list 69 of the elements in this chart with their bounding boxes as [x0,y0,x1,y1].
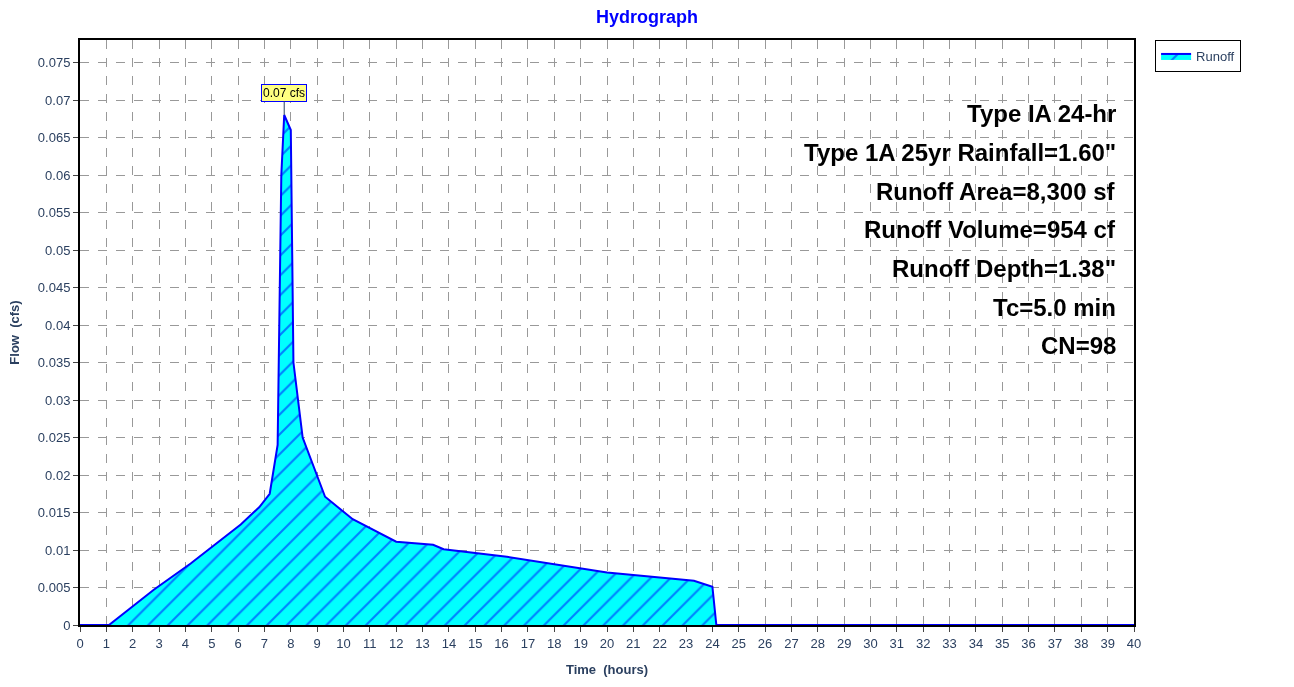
annotation: 0.07 cfs [263,86,306,100]
y-tick-label: 0.075 [37,55,71,71]
x-tick-label: 15 [468,635,483,651]
annotation: Runoff Depth=1.38" [892,255,1117,282]
x-tick-label: 39 [1100,635,1115,651]
y-tick-label: 0.02 [45,467,71,483]
y-tick-label: 0 [63,617,71,633]
x-tick-label: 33 [942,635,957,651]
y-tick-label: 0.065 [37,130,71,146]
chart-title: Hydrograph [595,6,699,27]
y-tick-label: 0.005 [37,580,71,596]
x-tick-label: 16 [494,635,509,651]
x-tick-label: 38 [1074,635,1089,651]
x-tick-label: 26 [757,635,773,651]
y-tick-label: 0.045 [37,280,71,296]
x-tick-label: 36 [1021,635,1036,651]
x-tick-label: 6 [234,635,242,651]
x-tick-label: 14 [441,635,457,651]
x-tick-label: 9 [313,635,321,651]
x-tick-label: 30 [863,635,878,651]
x-tick-label: 21 [626,635,641,651]
annotation: Type 1A 25yr Rainfall=1.60" [804,139,1117,166]
annotation: CN=98 [1041,332,1117,359]
x-tick-label: 24 [705,635,720,651]
x-tick-label: 37 [1047,635,1063,651]
x-tick-label: 18 [547,635,562,651]
y-tick-label: 0.025 [37,430,71,446]
x-tick-label: 23 [678,635,694,651]
x-tick-label: 3 [155,635,163,651]
x-tick-label: 34 [968,635,984,651]
x-tick-label: 5 [208,635,216,651]
x-tick-label: 17 [520,635,536,651]
y-tick-label: 0.01 [45,542,71,558]
x-tick-label: 1 [102,635,110,651]
x-tick-label: 22 [652,635,667,651]
y-tick-label: 0.06 [45,167,71,183]
x-tick-label: 10 [336,635,351,651]
legend-label: Runoff [1196,49,1235,65]
x-tick-label: 13 [415,635,430,651]
x-tick-label: 31 [889,635,905,651]
x-axis-title: Time (hours) [565,661,649,677]
x-tick-label: 40 [1126,635,1142,651]
x-tick-label: 32 [915,635,931,651]
x-tick-label: 2 [129,635,137,651]
x-tick-label: 4 [181,635,190,651]
x-tick-label: 29 [836,635,852,651]
y-tick-label: 0.03 [45,392,71,408]
y-tick-label: 0.05 [45,242,71,258]
annotation: Runoff Volume=954 cf [864,216,1116,243]
x-tick-label: 28 [810,635,826,651]
y-tick-label: 0.035 [37,355,71,371]
x-tick-label: 0 [76,635,84,651]
x-tick-label: 8 [287,635,295,651]
y-tick-label: 0.04 [45,317,71,333]
annotation: Tc=5.0 min [993,294,1116,321]
x-tick-label: 19 [573,635,588,651]
x-tick-label: 7 [260,635,269,651]
annotation: Type IA 24-hr [967,100,1117,127]
x-tick-label: 20 [599,635,615,651]
y-axis-title: Flow (cfs) [7,300,23,365]
x-tick-label: 35 [995,635,1010,651]
annotation: Runoff Area=8,300 sf [876,178,1116,205]
x-tick-label: 25 [731,635,746,651]
x-tick-label: 11 [363,635,377,651]
x-tick-label: 27 [784,635,799,651]
x-tick-label: 12 [388,635,404,651]
y-tick-label: 0.055 [37,205,71,221]
y-tick-label: 0.015 [37,505,71,521]
y-tick-label: 0.07 [45,92,71,108]
